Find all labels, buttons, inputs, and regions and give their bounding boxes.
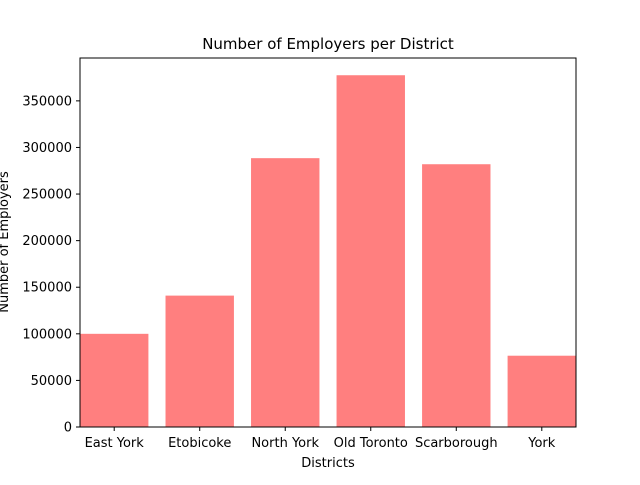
y-tick-label: 200000 (22, 234, 72, 249)
bar-scarborough (422, 164, 491, 427)
x-tick-label: Old Toronto (334, 436, 408, 451)
bar-york (507, 355, 576, 427)
x-axis-ticks: East York Etobicoke North York Old Toronto S… (85, 427, 556, 451)
y-tick-label: 0 (64, 421, 72, 436)
y-tick-label: 100000 (22, 327, 72, 342)
x-tick-label: North York (251, 436, 319, 451)
y-tick-label: 300000 (22, 141, 72, 156)
bars-group (80, 75, 576, 427)
y-axis-label: Number of Employers (0, 171, 12, 313)
y-tick-label: 250000 (22, 188, 72, 203)
bar-old-toronto (336, 75, 405, 427)
bar-north-york (251, 158, 320, 427)
bar-east-york (80, 333, 149, 427)
x-tick-label: Etobicoke (168, 436, 231, 451)
y-tick-label: 50000 (31, 374, 72, 389)
x-tick-label: Scarborough (415, 436, 498, 451)
chart-title: Number of Employers per District (202, 35, 454, 53)
y-tick-label: 350000 (22, 94, 72, 109)
x-tick-label: East York (85, 436, 145, 451)
bar-etobicoke (165, 295, 234, 427)
plot-frame (79, 57, 577, 428)
y-axis-ticks: 0 50000 100000 150000 200000 250000 300000 3500… (22, 94, 80, 436)
x-axis-label: Districts (301, 456, 355, 471)
x-tick-label: York (527, 436, 556, 451)
y-tick-label: 150000 (22, 281, 72, 296)
